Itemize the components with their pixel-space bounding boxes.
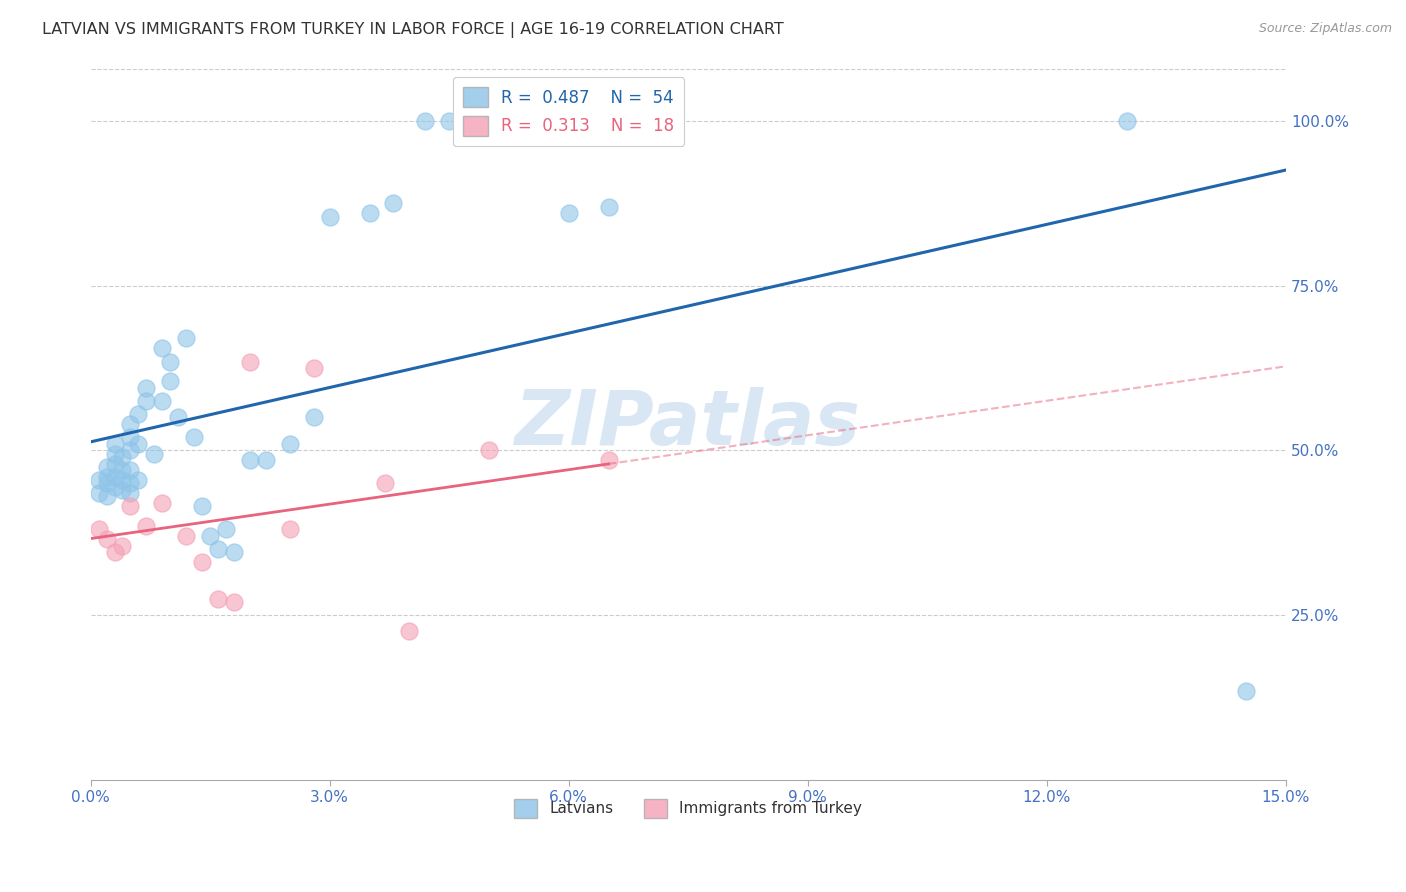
Latvians bbox=[111, 473, 134, 487]
Immigrants from Turkey bbox=[191, 555, 214, 569]
Immigrants from Turkey bbox=[222, 595, 245, 609]
Latvians bbox=[120, 463, 142, 477]
Immigrants from Turkey bbox=[174, 529, 197, 543]
Latvians bbox=[103, 480, 125, 494]
Latvians bbox=[191, 500, 214, 514]
Immigrants from Turkey bbox=[239, 354, 262, 368]
Latvians bbox=[478, 114, 501, 128]
Latvians bbox=[135, 381, 157, 395]
Latvians bbox=[120, 430, 142, 444]
Immigrants from Turkey bbox=[302, 361, 325, 376]
Latvians bbox=[127, 473, 149, 487]
Latvians bbox=[359, 206, 381, 220]
Latvians bbox=[150, 394, 173, 409]
Latvians bbox=[159, 354, 181, 368]
Immigrants from Turkey bbox=[398, 624, 420, 639]
Immigrants from Turkey bbox=[87, 523, 110, 537]
Latvians bbox=[1234, 683, 1257, 698]
Latvians bbox=[120, 476, 142, 491]
Latvians bbox=[598, 200, 620, 214]
Latvians bbox=[174, 331, 197, 345]
Latvians bbox=[96, 459, 118, 474]
Latvians bbox=[96, 469, 118, 483]
Immigrants from Turkey bbox=[207, 591, 229, 606]
Latvians bbox=[96, 476, 118, 491]
Text: LATVIAN VS IMMIGRANTS FROM TURKEY IN LABOR FORCE | AGE 16-19 CORRELATION CHART: LATVIAN VS IMMIGRANTS FROM TURKEY IN LAB… bbox=[42, 22, 785, 38]
Immigrants from Turkey bbox=[135, 519, 157, 533]
Latvians bbox=[111, 483, 134, 497]
Latvians bbox=[517, 114, 540, 128]
Latvians bbox=[183, 430, 205, 444]
Latvians bbox=[96, 490, 118, 504]
Latvians bbox=[120, 443, 142, 458]
Latvians bbox=[103, 447, 125, 461]
Latvians bbox=[103, 469, 125, 483]
Latvians bbox=[120, 486, 142, 500]
Text: Source: ZipAtlas.com: Source: ZipAtlas.com bbox=[1258, 22, 1392, 36]
Latvians bbox=[302, 410, 325, 425]
Legend: Latvians, Immigrants from Turkey: Latvians, Immigrants from Turkey bbox=[506, 791, 870, 825]
Latvians bbox=[103, 437, 125, 451]
Latvians bbox=[127, 407, 149, 421]
Latvians bbox=[159, 374, 181, 388]
Latvians bbox=[103, 457, 125, 471]
Immigrants from Turkey bbox=[103, 545, 125, 559]
Latvians bbox=[439, 114, 461, 128]
Immigrants from Turkey bbox=[598, 453, 620, 467]
Latvians bbox=[1115, 114, 1137, 128]
Immigrants from Turkey bbox=[111, 539, 134, 553]
Immigrants from Turkey bbox=[150, 496, 173, 510]
Latvians bbox=[413, 114, 436, 128]
Latvians bbox=[87, 486, 110, 500]
Latvians bbox=[239, 453, 262, 467]
Latvians bbox=[198, 529, 221, 543]
Immigrants from Turkey bbox=[374, 476, 396, 491]
Immigrants from Turkey bbox=[278, 523, 301, 537]
Latvians bbox=[382, 196, 405, 211]
Immigrants from Turkey bbox=[96, 533, 118, 547]
Latvians bbox=[558, 206, 581, 220]
Latvians bbox=[318, 210, 340, 224]
Latvians bbox=[254, 453, 277, 467]
Latvians bbox=[215, 523, 238, 537]
Immigrants from Turkey bbox=[120, 500, 142, 514]
Latvians bbox=[143, 447, 166, 461]
Latvians bbox=[135, 394, 157, 409]
Text: ZIPatlas: ZIPatlas bbox=[515, 387, 862, 461]
Immigrants from Turkey bbox=[478, 443, 501, 458]
Latvians bbox=[167, 410, 190, 425]
Latvians bbox=[87, 473, 110, 487]
Latvians bbox=[127, 437, 149, 451]
Latvians bbox=[111, 463, 134, 477]
Latvians bbox=[120, 417, 142, 431]
Latvians bbox=[207, 542, 229, 557]
Latvians bbox=[278, 437, 301, 451]
Latvians bbox=[222, 545, 245, 559]
Latvians bbox=[150, 342, 173, 356]
Latvians bbox=[111, 450, 134, 464]
